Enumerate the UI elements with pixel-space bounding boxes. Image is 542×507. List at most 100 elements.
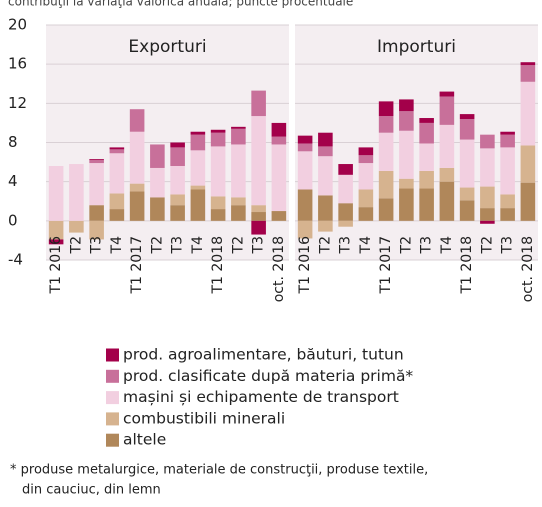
bar-segment bbox=[318, 156, 333, 196]
x-tick-label: T3 bbox=[251, 236, 267, 254]
legend-swatch bbox=[106, 369, 119, 383]
bar-segment bbox=[520, 81, 536, 146]
bar-segment bbox=[89, 220, 104, 240]
bar-segment bbox=[419, 143, 434, 171]
bar-segment bbox=[170, 166, 185, 195]
bar-segment bbox=[338, 220, 353, 227]
bar-segment bbox=[150, 197, 165, 221]
bar-segment bbox=[109, 147, 125, 150]
x-tick-label: oct. 2018 bbox=[271, 236, 287, 302]
bar-segment bbox=[480, 220, 495, 224]
bar-segment bbox=[297, 135, 313, 144]
bar-segment bbox=[399, 111, 414, 131]
bar-segment bbox=[378, 116, 394, 133]
x-tick-label: T2 bbox=[317, 236, 333, 254]
bar-segment bbox=[231, 197, 246, 206]
footnote: * produse metalurgice, materiale de cons… bbox=[10, 463, 428, 478]
bar-segment bbox=[500, 147, 515, 195]
bar-segment bbox=[190, 134, 206, 151]
legend-label: prod. clasificate după materia primă* bbox=[123, 367, 413, 385]
panel-title: Exporturi bbox=[128, 37, 206, 57]
bar-segment bbox=[358, 163, 374, 190]
x-tick-label: T1 2016 bbox=[297, 236, 313, 295]
chart-subtitle: contribuţii la variaţia valorică anuală;… bbox=[8, 0, 353, 9]
bar-segment bbox=[378, 101, 394, 117]
bar-segment bbox=[318, 132, 333, 147]
bar-segment bbox=[439, 124, 455, 168]
bar-segment bbox=[459, 114, 475, 119]
bar-segment bbox=[399, 188, 414, 221]
legend-label: altele bbox=[123, 431, 166, 449]
x-tick-label: T4 bbox=[190, 236, 206, 255]
x-tick-label: T2 bbox=[230, 236, 246, 254]
bar-segment bbox=[150, 167, 165, 198]
y-tick-label: 12 bbox=[8, 94, 27, 112]
x-tick-label: T3 bbox=[170, 236, 186, 254]
bar-segment bbox=[378, 170, 394, 199]
x-tick-label: T1 2017 bbox=[129, 236, 145, 295]
x-tick-label: T4 bbox=[358, 236, 374, 255]
x-tick-label: T1 2016 bbox=[48, 236, 64, 295]
bar-segment bbox=[109, 153, 125, 194]
bar-segment bbox=[480, 208, 495, 221]
bar-segment bbox=[129, 191, 145, 221]
bar-segment bbox=[251, 220, 266, 235]
bar-segment bbox=[459, 119, 475, 140]
bar-segment bbox=[231, 205, 246, 221]
bar-segment bbox=[129, 109, 145, 132]
bar-segment bbox=[500, 194, 515, 209]
bar-segment bbox=[480, 148, 495, 187]
bar-segment bbox=[109, 193, 125, 210]
bar-segment bbox=[358, 147, 374, 156]
bar-segment bbox=[231, 126, 246, 129]
x-tick-label: T1 2018 bbox=[459, 236, 475, 295]
y-tick-label: -4 bbox=[8, 251, 23, 269]
bar-segment bbox=[251, 116, 266, 206]
x-tick-label: T3 bbox=[419, 236, 435, 254]
bar-segment bbox=[358, 155, 374, 164]
bar-segment bbox=[338, 203, 353, 221]
x-tick-label: T1 2017 bbox=[378, 236, 394, 295]
bar-segment bbox=[500, 131, 515, 135]
x-tick-label: T3 bbox=[500, 236, 516, 254]
bar-segment bbox=[318, 195, 333, 221]
bar-segment bbox=[150, 144, 165, 168]
bar-segment bbox=[439, 96, 455, 125]
x-tick-label: T4 bbox=[109, 236, 125, 255]
bar-segment bbox=[251, 212, 266, 221]
y-tick-label: 16 bbox=[8, 55, 27, 73]
bar-segment bbox=[129, 183, 145, 192]
bar-segment bbox=[419, 188, 434, 221]
bar-segment bbox=[89, 159, 104, 161]
bar-segment bbox=[419, 122, 434, 144]
bar-segment bbox=[251, 205, 266, 213]
bar-segment bbox=[129, 131, 145, 184]
legend-swatch bbox=[106, 348, 119, 362]
legend-label: prod. agroalimentare, băuturi, tutun bbox=[123, 346, 404, 364]
bar-segment bbox=[399, 130, 414, 179]
bar-segment bbox=[297, 220, 313, 239]
bar-segment bbox=[297, 143, 313, 152]
bar-segment bbox=[520, 182, 536, 221]
footnote: din cauciuc, din lemn bbox=[22, 483, 161, 498]
bar-segment bbox=[399, 99, 414, 112]
bar-segment bbox=[500, 134, 515, 148]
bar-segment bbox=[338, 174, 353, 204]
bar-segment bbox=[399, 178, 414, 189]
bar-segment bbox=[109, 209, 125, 221]
legend-label: combustibili minerali bbox=[123, 409, 285, 427]
x-tick-label: T3 bbox=[338, 236, 354, 254]
bar-segment bbox=[459, 200, 475, 221]
bar-segment bbox=[48, 220, 64, 240]
x-tick-label: T4 bbox=[439, 236, 455, 255]
legend-label: mașini și echipamente de transport bbox=[123, 388, 399, 406]
x-tick-label: T2 bbox=[68, 236, 84, 254]
bar-segment bbox=[439, 91, 455, 97]
bar-segment bbox=[170, 194, 185, 206]
bar-segment bbox=[231, 144, 246, 198]
bar-segment bbox=[170, 142, 185, 148]
x-tick-label: T1 2018 bbox=[210, 236, 226, 295]
bar-segment bbox=[358, 207, 374, 221]
x-tick-label: T3 bbox=[89, 236, 105, 254]
bar-segment bbox=[439, 181, 455, 221]
